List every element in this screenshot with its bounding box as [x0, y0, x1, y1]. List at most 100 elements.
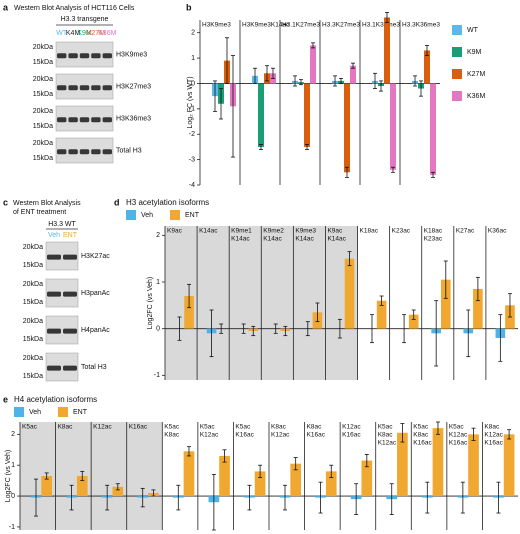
blot-band [63, 254, 77, 260]
blot-band [79, 117, 90, 123]
category-label: K14ac [263, 236, 282, 243]
bar [384, 17, 390, 84]
category-label: K12ac [449, 432, 468, 439]
blot-band [102, 85, 112, 91]
y-tick-label: 2 [156, 232, 160, 239]
marker-label: 15kDa [33, 123, 53, 130]
category-label: K8ac [58, 424, 74, 431]
blot-band [79, 149, 90, 155]
y-tick-label: 1 [191, 55, 195, 62]
blot-band [68, 117, 78, 123]
blot-title: Western Blot Analysis of HCT116 Cells [14, 5, 135, 12]
row-label: H4panAc [81, 327, 110, 334]
bar [361, 460, 373, 497]
legend-label: ENT [73, 409, 88, 416]
legend-swatch [452, 69, 462, 79]
blot-band [57, 53, 67, 59]
blot-band [57, 85, 67, 91]
blot-header: H3.3 WT [48, 221, 76, 228]
bar [424, 50, 430, 84]
blot-band [63, 365, 77, 371]
blot-band [91, 53, 101, 59]
marker-label: 20kDa [33, 140, 53, 147]
y-tick-label: -3 [189, 156, 195, 163]
marker-label: 15kDa [23, 299, 43, 306]
y-axis-label: Log₂ FC (vs WT) [187, 76, 194, 128]
category-label: K8ac [307, 424, 323, 431]
shaded-region [261, 226, 294, 380]
category-label: H3K9me3 [202, 22, 231, 29]
blot-band [47, 365, 61, 371]
blot-band [57, 117, 67, 123]
category-label: H3.3K27me3 [322, 22, 360, 29]
blot-band [79, 85, 90, 91]
bar [350, 65, 356, 84]
category-label: K9me1 [231, 228, 252, 235]
y-axis-label: Log2FC (vs Veh) [5, 450, 12, 503]
bar [440, 279, 451, 329]
blot-band [79, 53, 90, 59]
chart-title: H3 acetylation isoforms [126, 198, 209, 207]
category-label: K12ac [378, 440, 397, 447]
panel-letter: c [3, 197, 8, 207]
bar [183, 451, 195, 497]
legend-label: K9M [467, 49, 482, 56]
category-label: K12ac [200, 432, 219, 439]
category-label: K8ac [413, 432, 429, 439]
panel-letter: a [3, 2, 9, 12]
category-label: K8ac [271, 424, 287, 431]
legend-label: Veh [29, 409, 41, 416]
marker-label: 20kDa [33, 108, 53, 115]
bar [344, 258, 355, 329]
legend-swatch [126, 210, 136, 220]
category-label: K18ac [424, 228, 443, 235]
category-label: K12ac [271, 432, 290, 439]
category-label: K8ac [378, 432, 394, 439]
category-label: K12ac [342, 424, 361, 431]
category-label: H3.1K36me3 [362, 22, 400, 29]
blot-band [68, 85, 78, 91]
bar [41, 476, 53, 497]
bar [468, 434, 479, 497]
y-tick-label: 0 [191, 80, 195, 87]
panel-letter: e [3, 394, 8, 404]
category-label: K14ac [231, 236, 250, 243]
bar [397, 432, 408, 497]
category-label: K9ac [167, 228, 183, 235]
lane-label: K9M [77, 30, 92, 37]
blot-band [91, 149, 101, 155]
legend-label: Veh [141, 212, 153, 219]
shaded-region [126, 422, 163, 530]
y-tick-label: -1 [154, 372, 160, 379]
category-label: K16ac [235, 432, 254, 439]
marker-label: 20kDa [23, 281, 43, 288]
y-axis-label: Log2FC (vs Veh) [147, 277, 154, 330]
legend-swatch [452, 47, 462, 57]
marker-label: 20kDa [33, 76, 53, 83]
category-label: K12ac [93, 424, 112, 431]
blot-band [47, 328, 61, 334]
bar [76, 476, 88, 497]
marker-label: 15kDa [23, 373, 43, 380]
row-label: H3K9me3 [116, 51, 147, 58]
legend-swatch [58, 407, 68, 417]
shaded-region [197, 226, 230, 380]
legend-swatch [452, 91, 462, 101]
category-label: K12ac [484, 432, 503, 439]
marker-label: 15kDa [33, 91, 53, 98]
lane-label: Veh [48, 232, 60, 239]
bar [344, 83, 350, 173]
bar [408, 314, 419, 329]
y-tick-label: 1 [11, 462, 15, 469]
category-label: K16ac [307, 432, 326, 439]
marker-label: 20kDa [33, 44, 53, 51]
blot-band [91, 117, 101, 123]
category-label: K36ac [488, 228, 507, 235]
blot-band [63, 328, 77, 334]
category-label: K14ac [327, 236, 346, 243]
category-label: K9me3 [295, 228, 316, 235]
y-tick-label: -4 [189, 182, 195, 189]
legend-label: WT [467, 27, 479, 34]
category-label: K9ac [327, 228, 343, 235]
